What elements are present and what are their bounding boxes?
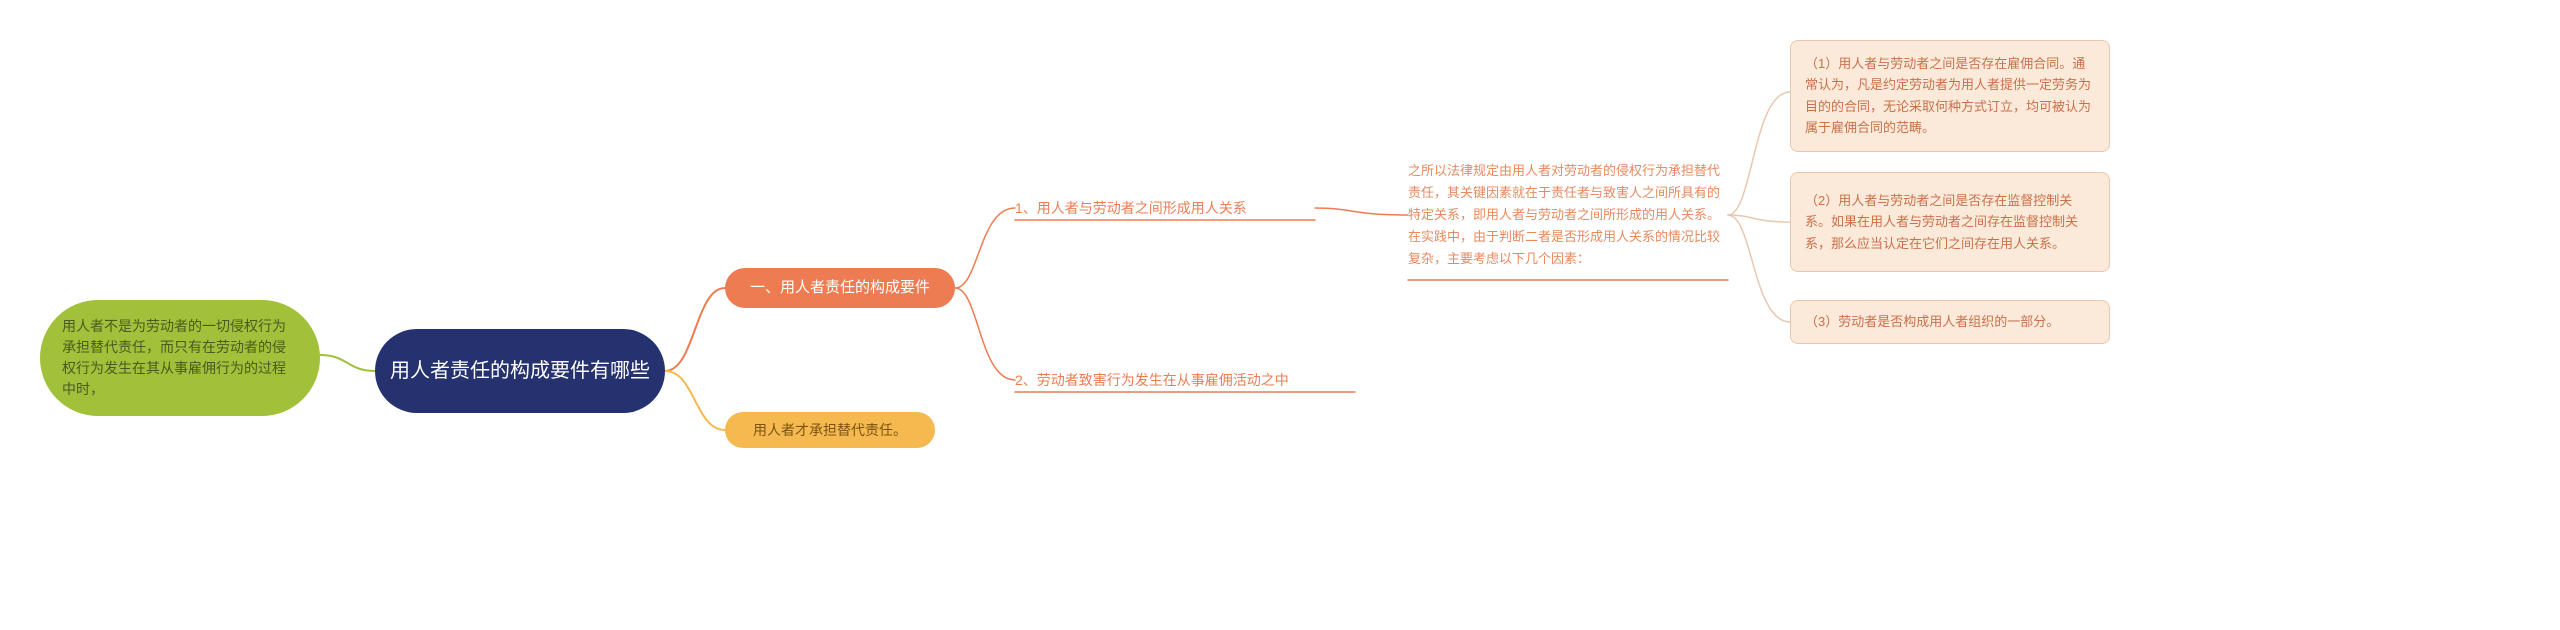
branch-1-text: 一、用人者责任的构成要件: [750, 277, 930, 300]
factor-box-1: （1）用人者与劳动者之间是否存在雇佣合同。通常认为，凡是约定劳动者为用人者提供一…: [1790, 40, 2110, 152]
factor-box-2-text: （2）用人者与劳动者之间是否存在监督控制关系。如果在用人者与劳动者之间存在监督控…: [1805, 190, 2095, 254]
branch-1-node: 一、用人者责任的构成要件: [725, 268, 955, 308]
branch-1-child-1-text: 1、用人者与劳动者之间形成用人关系: [1015, 198, 1247, 219]
branch-2-text: 用人者才承担替代责任。: [753, 420, 907, 441]
connector-layer: [0, 0, 2560, 630]
branch-1-child-2: 2、劳动者致害行为发生在从事雇佣活动之中: [1015, 368, 1355, 392]
root-text: 用人者责任的构成要件有哪些: [390, 356, 650, 386]
left-context-node: 用人者不是为劳动者的一切侵权行为承担替代责任，而只有在劳动者的侵权行为发生在其从…: [40, 300, 320, 416]
left-context-text: 用人者不是为劳动者的一切侵权行为承担替代责任，而只有在劳动者的侵权行为发生在其从…: [62, 316, 298, 400]
branch-1-child-1-desc-text: 之所以法律规定由用人者对劳动者的侵权行为承担替代责任，其关键因素就在于责任者与致…: [1408, 160, 1728, 270]
branch-1-child-2-text: 2、劳动者致害行为发生在从事雇佣活动之中: [1015, 370, 1289, 391]
root-node: 用人者责任的构成要件有哪些: [375, 329, 665, 413]
branch-1-child-1: 1、用人者与劳动者之间形成用人关系: [1015, 196, 1315, 220]
branch-2-node: 用人者才承担替代责任。: [725, 412, 935, 448]
factor-box-3: （3）劳动者是否构成用人者组织的一部分。: [1790, 300, 2110, 344]
factor-box-1-text: （1）用人者与劳动者之间是否存在雇佣合同。通常认为，凡是约定劳动者为用人者提供一…: [1805, 53, 2095, 139]
branch-1-child-1-desc: 之所以法律规定由用人者对劳动者的侵权行为承担替代责任，其关键因素就在于责任者与致…: [1408, 150, 1728, 280]
factor-box-2: （2）用人者与劳动者之间是否存在监督控制关系。如果在用人者与劳动者之间存在监督控…: [1790, 172, 2110, 272]
factor-box-3-text: （3）劳动者是否构成用人者组织的一部分。: [1805, 312, 2059, 333]
